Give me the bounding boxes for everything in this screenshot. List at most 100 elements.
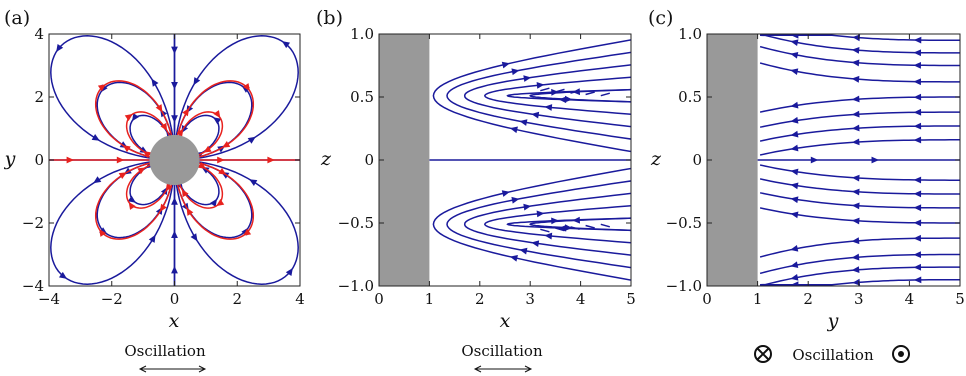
stream-arrowhead — [790, 196, 799, 204]
stream-arrowhead — [501, 61, 510, 69]
stream-arrowhead — [851, 59, 860, 67]
stream-arrowhead — [171, 115, 178, 123]
y-tick-label: 1.0 — [350, 25, 374, 43]
stream-arrowhead — [509, 255, 518, 262]
stream-arrowhead — [97, 84, 107, 92]
x-tick-label: 0 — [374, 290, 384, 308]
stream-arrowhead — [851, 110, 860, 118]
stream-arrowhead — [913, 234, 922, 242]
stream-arrowhead — [217, 156, 225, 164]
stream-arrowhead — [116, 156, 125, 164]
streamline — [446, 51, 631, 140]
streamline — [585, 91, 595, 96]
stream-arrowhead — [851, 237, 860, 245]
streamline — [529, 217, 631, 232]
stream-arrowhead — [66, 156, 75, 164]
panel-c-caption: Oscillation — [792, 346, 874, 364]
stream-arrowhead — [851, 266, 860, 274]
stream-arrowhead — [558, 96, 567, 104]
stream-arrowhead — [913, 276, 922, 284]
streamline — [759, 164, 960, 181]
stream-arrowhead — [127, 195, 136, 203]
x-tick-label: 4 — [576, 290, 586, 308]
streamline — [555, 88, 565, 93]
streamline — [463, 192, 631, 256]
streamline — [759, 96, 960, 113]
streamline — [540, 228, 550, 233]
stream-arrowhead — [913, 78, 922, 86]
stream-arrowhead — [501, 190, 510, 197]
streamline — [600, 92, 611, 97]
x-tick-label: 1 — [753, 290, 763, 308]
stream-arrowhead — [171, 265, 178, 274]
stream-arrowhead — [58, 271, 68, 279]
stream-arrowhead — [160, 186, 168, 196]
x-tick-label: 0 — [170, 290, 180, 308]
stream-arrowhead — [913, 263, 922, 271]
streamline — [432, 167, 631, 281]
streamline — [759, 125, 960, 142]
stream-arrowhead — [851, 138, 860, 146]
stream-arrowhead — [519, 119, 528, 126]
stream-arrowhead — [810, 156, 819, 164]
y-tick-label: −4 — [22, 277, 44, 295]
stream-arrowhead — [148, 234, 156, 243]
stream-arrowhead — [790, 245, 799, 252]
panel-c-xlabel: y — [827, 310, 839, 332]
stream-arrowhead — [171, 197, 178, 205]
panel-b-xlabel: x — [500, 310, 511, 332]
stream-arrowhead — [151, 78, 159, 87]
stream-arrowhead — [790, 211, 799, 219]
panel-a-label: (a) — [4, 7, 30, 29]
stream-arrowhead — [56, 43, 64, 53]
stream-arrowhead — [871, 156, 880, 164]
stream-arrowhead — [913, 93, 922, 101]
stream-arrowhead — [913, 49, 922, 57]
stream-arrowhead — [159, 203, 167, 212]
stream-arrowhead — [181, 124, 189, 134]
stream-arrowhead — [851, 217, 860, 225]
streamline — [585, 224, 595, 229]
streamline — [432, 39, 631, 153]
stream-arrowhead — [851, 253, 860, 261]
streamline — [463, 64, 631, 128]
stream-arrowhead — [913, 190, 922, 198]
streamline — [50, 35, 176, 161]
stream-arrowhead — [139, 146, 148, 154]
stream-arrowhead — [122, 145, 131, 153]
streamline — [759, 192, 960, 209]
panel-b-label: (b) — [316, 7, 343, 29]
stream-arrowhead — [790, 68, 799, 75]
stream-arrowhead — [176, 128, 184, 137]
stream-arrowhead — [913, 219, 922, 227]
stream-arrowhead — [913, 122, 922, 130]
stream-arrowhead — [190, 233, 198, 242]
panel-c-label: (c) — [648, 7, 673, 29]
x-tick-label: 3 — [854, 290, 864, 308]
stream-arrowhead — [790, 182, 799, 190]
y-tick-label: 0 — [364, 151, 374, 169]
stream-arrowhead — [218, 167, 227, 175]
y-tick-label: −2 — [22, 214, 44, 232]
streamline — [759, 45, 960, 67]
x-tick-label: 4 — [905, 290, 915, 308]
stream-arrowhead — [197, 162, 207, 170]
stream-arrowhead — [564, 95, 573, 103]
stream-arrowhead — [93, 176, 102, 184]
streamline — [600, 223, 611, 228]
stream-arrowhead — [511, 68, 520, 76]
x-tick-label: 5 — [955, 290, 965, 308]
panel-c-wall — [707, 34, 758, 286]
stream-arrowhead — [186, 207, 194, 216]
stream-arrowhead — [249, 179, 258, 186]
panel-a-ylabel: y — [4, 148, 16, 170]
y-tick-label: 0.5 — [350, 88, 374, 106]
stream-arrowhead — [201, 166, 210, 174]
stream-arrowhead — [523, 203, 532, 211]
streamline — [759, 139, 960, 156]
stream-arrowhead — [247, 136, 256, 144]
streamline — [529, 88, 631, 103]
stream-arrowhead — [181, 188, 189, 198]
stream-arrowhead — [852, 278, 861, 286]
stream-arrowhead — [790, 168, 799, 176]
